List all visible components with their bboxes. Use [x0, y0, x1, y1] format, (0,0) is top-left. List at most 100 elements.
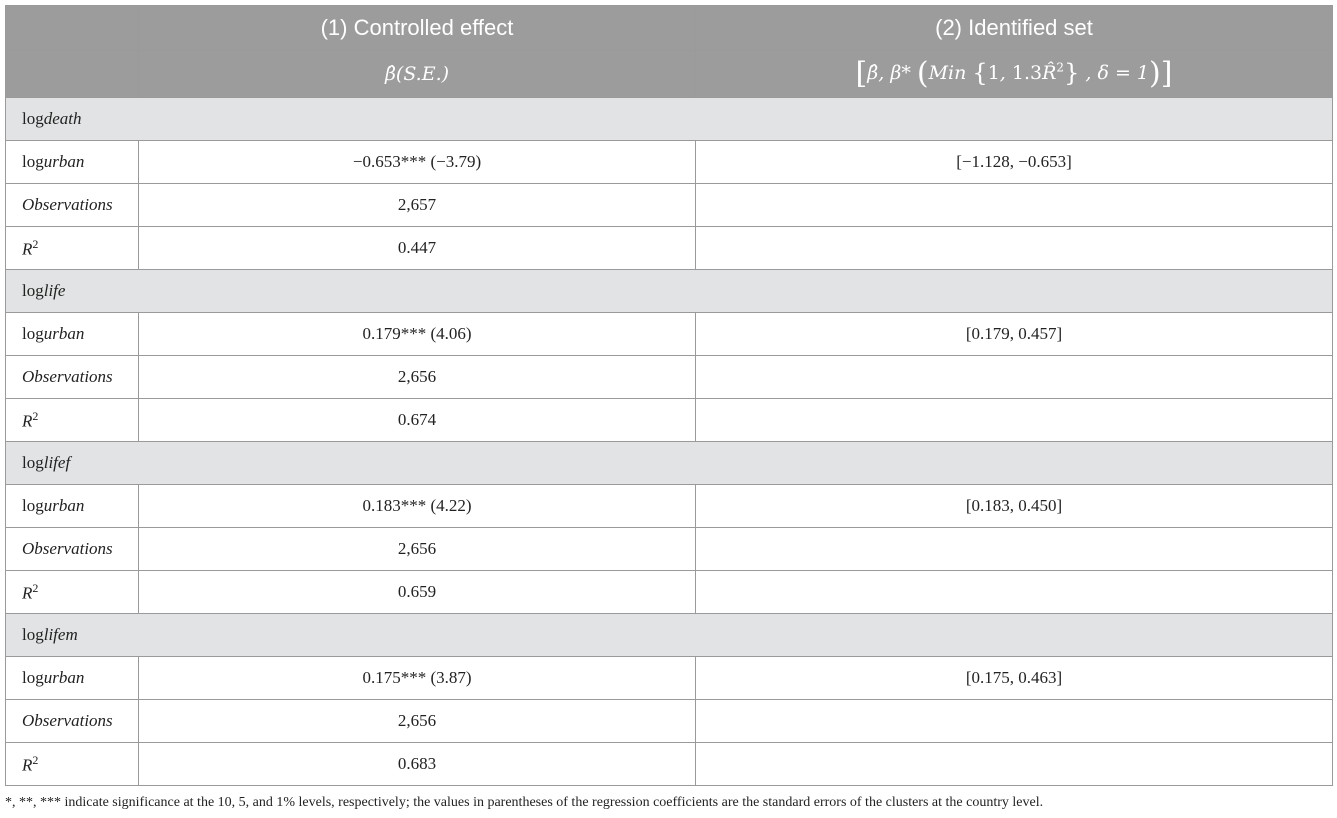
identified-set-cell [695, 527, 1333, 571]
identified-set-cell [695, 570, 1333, 614]
table-row: Observations 2,656 [5, 355, 1333, 399]
se-label: (S.E.) [395, 62, 450, 85]
row-label-name: Observations [22, 711, 113, 730]
row-label-prefix: log [22, 668, 44, 687]
table-row: R2 0.674 [5, 398, 1333, 442]
identified-set-cell [695, 699, 1333, 743]
group-label-variable: lifef [43, 453, 71, 472]
row-label-prefix: log [22, 496, 44, 515]
table-row: logurban 0.175*** (3.87) [0.175, 0.463] [5, 656, 1333, 700]
table-footnote: *, **, *** indicate significance at the … [5, 795, 1044, 810]
group-row: loglifem [5, 613, 1333, 657]
delta-condition: δ = 1 [1097, 62, 1149, 84]
controlled-effect-cell: −0.653*** (−3.79) [138, 140, 696, 184]
group-row: logdeath [5, 97, 1333, 141]
row-label-superscript: 2 [32, 236, 39, 251]
table-row: R2 0.447 [5, 226, 1333, 270]
beta-star-symbol: β* [890, 62, 911, 84]
group-row: loglife [5, 269, 1333, 313]
group-label: loglifem [5, 613, 1333, 657]
col1-title: (1) Controlled effect [138, 5, 696, 51]
row-label-name: R [22, 755, 33, 775]
table-row: logurban 0.183*** (4.22) [0.183, 0.450] [5, 484, 1333, 528]
row-label-superscript: 2 [32, 408, 39, 423]
beta-hat-symbol-2: β̂ [867, 62, 879, 84]
group-label-variable: lifem [43, 625, 78, 644]
row-label-prefix: log [22, 324, 44, 343]
r-hat-exponent: 2 [1056, 60, 1065, 75]
col2-title: (2) Identified set [695, 5, 1333, 51]
group-label-prefix: log [22, 281, 44, 300]
group-label-prefix: log [22, 109, 44, 128]
table-row: R2 0.659 [5, 570, 1333, 614]
row-label-superscript: 2 [32, 752, 39, 767]
table-body: logdeath logurban −0.653*** (−3.79) [−1.128… [5, 97, 1333, 786]
row-label-name: R [22, 239, 33, 259]
table-row: R2 0.683 [5, 742, 1333, 786]
r-hat-symbol: R̂ [1042, 62, 1057, 84]
table-row: logurban −0.653*** (−3.79) [−1.128, −0.653… [5, 140, 1333, 184]
col1-subtitle: β̂(S.E.) [138, 50, 696, 98]
identified-set-cell: [0.183, 0.450] [695, 484, 1333, 528]
controlled-effect-cell: 2,656 [138, 355, 696, 399]
row-label-name: Observations [22, 367, 113, 386]
group-label: loglifef [5, 441, 1333, 485]
identified-set-cell [695, 183, 1333, 227]
row-label: Observations [5, 527, 139, 571]
controlled-effect-cell: 0.179*** (4.06) [138, 312, 696, 356]
group-label-prefix: log [22, 453, 44, 472]
row-label: Observations [5, 699, 139, 743]
results-table: (1) Controlled effect (2) Identified set… [5, 5, 1333, 786]
identified-set-cell: [0.179, 0.457] [695, 312, 1333, 356]
row-label-name: Observations [22, 539, 113, 558]
controlled-effect-cell: 0.659 [138, 570, 696, 614]
controlled-effect-cell: 0.183*** (4.22) [138, 484, 696, 528]
row-label-name: urban [43, 496, 85, 515]
row-label-name: urban [43, 324, 85, 343]
row-label: logurban [5, 484, 139, 528]
row-label: logurban [5, 312, 139, 356]
group-label-variable: death [43, 109, 82, 128]
row-label: R2 [5, 570, 139, 614]
identified-set-cell: [0.175, 0.463] [695, 656, 1333, 700]
controlled-effect-cell: 2,657 [138, 183, 696, 227]
identified-set-cell: [−1.128, −0.653] [695, 140, 1333, 184]
controlled-effect-cell: 2,656 [138, 699, 696, 743]
row-label: R2 [5, 226, 139, 270]
row-label-name: R [22, 583, 33, 603]
row-label-name: urban [43, 152, 85, 171]
row-label-name: Observations [22, 195, 113, 214]
min-arg-coef: 1.3 [1011, 62, 1043, 84]
row-label: Observations [5, 183, 139, 227]
header-corner-cell-2 [5, 50, 139, 98]
beta-hat-symbol: β̂ [384, 62, 396, 85]
row-label-prefix: log [22, 152, 44, 171]
identified-set-cell [695, 742, 1333, 786]
identified-set-cell [695, 398, 1333, 442]
header-corner-cell [5, 5, 139, 51]
group-row: loglifef [5, 441, 1333, 485]
row-label: R2 [5, 742, 139, 786]
controlled-effect-cell: 2,656 [138, 527, 696, 571]
table-row: logurban 0.179*** (4.06) [0.179, 0.457] [5, 312, 1333, 356]
row-label-superscript: 2 [32, 580, 39, 595]
row-label: logurban [5, 140, 139, 184]
group-label-variable: life [43, 281, 66, 300]
controlled-effect-cell: 0.674 [138, 398, 696, 442]
controlled-effect-cell: 0.683 [138, 742, 696, 786]
row-label: R2 [5, 398, 139, 442]
row-label-name: R [22, 411, 33, 431]
min-operator: Min [928, 62, 967, 84]
row-label: logurban [5, 656, 139, 700]
row-label-name: urban [43, 668, 85, 687]
identified-set-cell [695, 355, 1333, 399]
table-header: (1) Controlled effect (2) Identified set… [5, 5, 1333, 98]
table-row: Observations 2,657 [5, 183, 1333, 227]
table-row: Observations 2,656 [5, 699, 1333, 743]
controlled-effect-cell: 0.175*** (3.87) [138, 656, 696, 700]
group-label: logdeath [5, 97, 1333, 141]
group-label: loglife [5, 269, 1333, 313]
min-arg-one: 1 [987, 62, 1000, 84]
row-label: Observations [5, 355, 139, 399]
controlled-effect-cell: 0.447 [138, 226, 696, 270]
